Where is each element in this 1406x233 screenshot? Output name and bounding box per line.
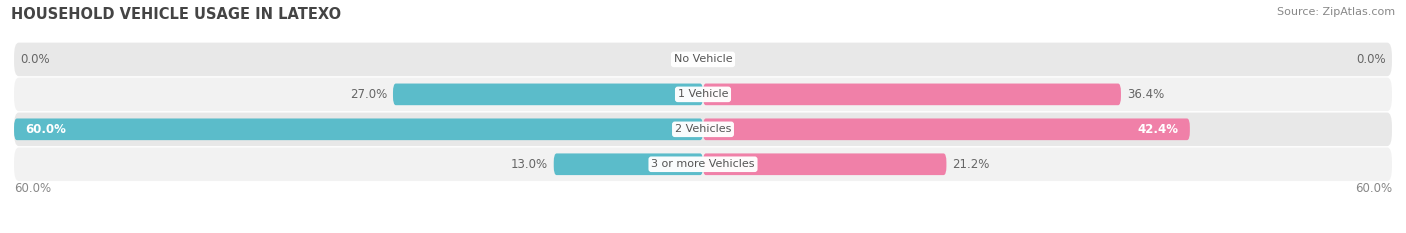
Text: 36.4%: 36.4% xyxy=(1126,88,1164,101)
Text: 0.0%: 0.0% xyxy=(1357,53,1386,66)
Text: 21.2%: 21.2% xyxy=(952,158,990,171)
Text: No Vehicle: No Vehicle xyxy=(673,55,733,64)
FancyBboxPatch shape xyxy=(14,113,1392,146)
Text: 2 Vehicles: 2 Vehicles xyxy=(675,124,731,134)
FancyBboxPatch shape xyxy=(703,154,946,175)
Text: 42.4%: 42.4% xyxy=(1137,123,1178,136)
Text: 60.0%: 60.0% xyxy=(25,123,66,136)
FancyBboxPatch shape xyxy=(14,118,703,140)
Text: 27.0%: 27.0% xyxy=(350,88,387,101)
Text: HOUSEHOLD VEHICLE USAGE IN LATEXO: HOUSEHOLD VEHICLE USAGE IN LATEXO xyxy=(11,7,342,22)
FancyBboxPatch shape xyxy=(554,154,703,175)
FancyBboxPatch shape xyxy=(703,84,1121,105)
FancyBboxPatch shape xyxy=(14,147,1392,181)
FancyBboxPatch shape xyxy=(392,84,703,105)
FancyBboxPatch shape xyxy=(703,118,1189,140)
FancyBboxPatch shape xyxy=(14,43,1392,76)
Text: Source: ZipAtlas.com: Source: ZipAtlas.com xyxy=(1277,7,1395,17)
Text: 3 or more Vehicles: 3 or more Vehicles xyxy=(651,159,755,169)
Text: 60.0%: 60.0% xyxy=(1355,182,1392,195)
Text: 0.0%: 0.0% xyxy=(20,53,49,66)
Text: 60.0%: 60.0% xyxy=(14,182,51,195)
Text: 1 Vehicle: 1 Vehicle xyxy=(678,89,728,99)
Text: 13.0%: 13.0% xyxy=(510,158,548,171)
FancyBboxPatch shape xyxy=(14,78,1392,111)
